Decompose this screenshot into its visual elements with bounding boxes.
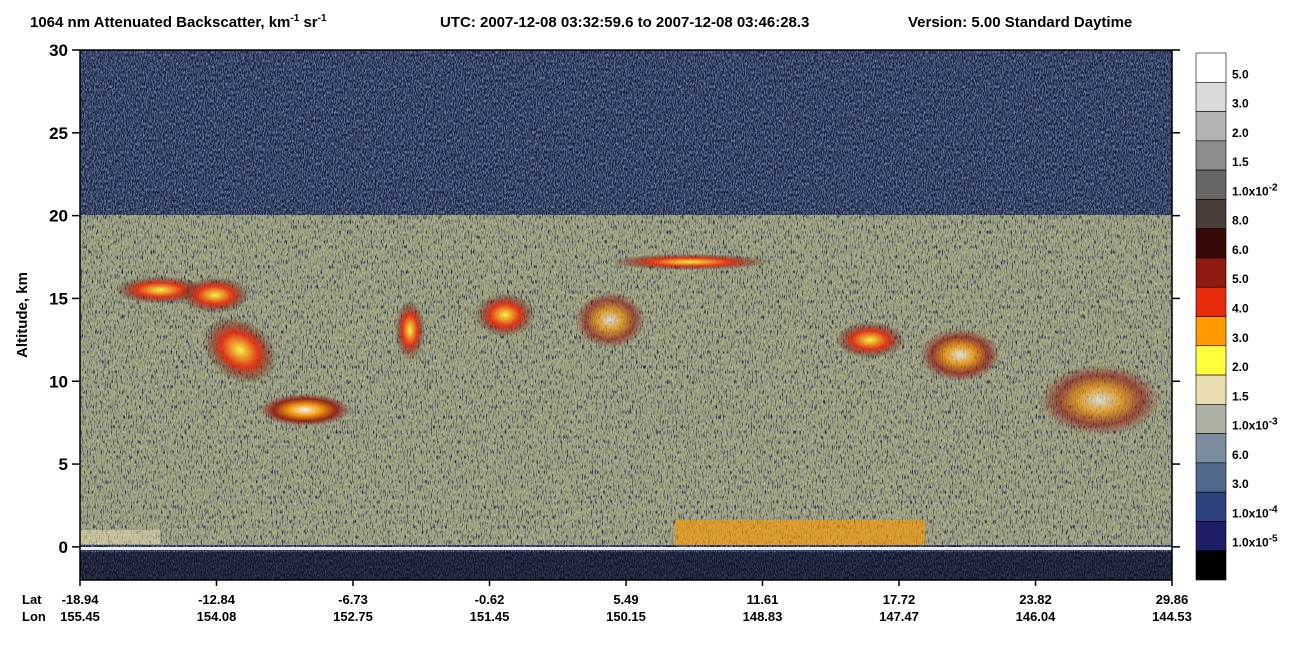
colorbar-label: 5.0: [1232, 67, 1249, 81]
x-tick-label: 150.15: [606, 609, 646, 624]
colorbar-label: 5.0: [1232, 272, 1249, 286]
x-tick-label: -12.84: [198, 592, 236, 607]
version-label: Version: 5.00 Standard Daytime: [908, 14, 1132, 31]
x-tick-label: -0.62: [475, 592, 505, 607]
x-tick-label: -18.94: [62, 592, 100, 607]
colorbar-label-exp: -5: [1269, 534, 1278, 545]
colorbar-swatch: [1195, 374, 1227, 405]
colorbar-swatch: [1195, 433, 1227, 464]
colorbar-swatch: [1195, 491, 1227, 522]
x-row-name: Lat: [22, 592, 42, 607]
colorbar-label: 1.0x10-2: [1232, 182, 1278, 198]
y-tick-label: 20: [49, 207, 68, 226]
colorbar-label-text: 5.0: [1232, 272, 1249, 286]
colorbar-label: 1.0x10-4: [1232, 504, 1278, 520]
colorbar-label-text: 3.0: [1232, 97, 1249, 111]
y-tick-label: 10: [49, 372, 68, 391]
x-tick-label: 154.08: [197, 609, 237, 624]
colorbar-label-text: 1.5: [1232, 155, 1249, 169]
colorbar-label-text: 3.0: [1232, 477, 1249, 491]
colorbar-label-text: 6.0: [1232, 243, 1249, 257]
x-tick-label: 5.49: [613, 592, 638, 607]
colorbar-swatch: [1195, 316, 1227, 347]
colorbar-swatch: [1195, 199, 1227, 229]
colorbar-label-exp: -4: [1269, 504, 1278, 515]
x-tick-label: 151.45: [470, 609, 510, 624]
colorbar-label: 2.0: [1232, 360, 1249, 374]
colorbar-label-text: 1.5: [1232, 389, 1249, 403]
colorbar-swatch: [1195, 404, 1227, 434]
y-tick-label: 25: [49, 124, 68, 143]
colorbar-label-text: 1.0x10: [1232, 184, 1269, 198]
colorbar-swatch: [1195, 81, 1227, 112]
y-axis-label: Altitude, km: [14, 272, 31, 358]
colorbar-label: 6.0: [1232, 243, 1249, 257]
plot-area: [80, 50, 1172, 580]
y-tick-label: 0: [59, 538, 68, 557]
colorbar-label: 3.0: [1232, 477, 1249, 491]
colorbar-label-text: 1.0x10: [1232, 506, 1269, 520]
colorbar-label: 1.0x10-5: [1232, 534, 1278, 550]
x-tick-label: 146.04: [1016, 609, 1057, 624]
cloud-features: [80, 254, 1172, 580]
colorbar-label: 1.5: [1232, 155, 1249, 169]
chart-subtitle: UTC: 2007-12-08 03:32:59.6 to 2007-12-08…: [440, 14, 809, 31]
colorbar-label: 2.0: [1232, 126, 1249, 140]
y-tick-label: 5: [59, 455, 68, 474]
colorbar-label-text: 4.0: [1232, 302, 1249, 316]
colorbar-swatch: [1195, 462, 1227, 493]
y-tick-label: 30: [49, 41, 68, 60]
colorbar-swatch: [1195, 140, 1227, 171]
colorbar-swatch: [1195, 286, 1227, 317]
colorbar-label-text: 1.0x10: [1232, 419, 1269, 433]
x-tick-label: 11.61: [747, 592, 779, 607]
x-row-name: Lon: [22, 609, 46, 624]
colorbar-swatch: [1195, 169, 1227, 200]
colorbar-label-text: 2.0: [1232, 360, 1249, 374]
colorbar-label: 1.0x10-3: [1232, 417, 1278, 433]
x-tick-label: 23.82: [1019, 592, 1052, 607]
x-tick-label: 17.72: [883, 592, 916, 607]
colorbar-label: 4.0: [1232, 302, 1249, 316]
colorbar-swatch: [1195, 228, 1227, 259]
x-tick-label: 148.83: [743, 609, 783, 624]
x-tick-label: 155.45: [60, 609, 100, 624]
colorbar-label: 3.0: [1232, 331, 1249, 345]
colorbar-label-text: 6.0: [1232, 448, 1249, 462]
colorbar-swatch: [1195, 257, 1227, 288]
x-tick-label: 144.53: [1152, 609, 1192, 624]
colorbar-label: 8.0: [1232, 214, 1249, 228]
colorbar-swatch: [1195, 521, 1227, 552]
colorbar-label-text: 2.0: [1232, 126, 1249, 140]
colorbar-swatch: [1195, 550, 1227, 581]
y-tick-label: 15: [49, 289, 68, 308]
colorbar-swatch: [1195, 345, 1227, 376]
colorbar-label: 3.0: [1232, 97, 1249, 111]
x-tick-label: 152.75: [333, 609, 373, 624]
x-tick-label: 147.47: [879, 609, 919, 624]
colorbar-swatch: [1195, 52, 1227, 83]
colorbar-label: 6.0: [1232, 448, 1249, 462]
colorbar-label-exp: -2: [1269, 182, 1278, 193]
x-tick-label: 29.86: [1156, 592, 1189, 607]
colorbar-label-text: 3.0: [1232, 331, 1249, 345]
colorbar-label-exp: -3: [1269, 417, 1278, 428]
colorbar-swatch: [1195, 111, 1227, 142]
colorbar-label-text: 8.0: [1232, 214, 1249, 228]
chart-title: 1064 nm Attenuated Backscatter, km-1 sr-…: [30, 13, 327, 31]
x-tick-label: -6.73: [338, 592, 368, 607]
colorbar-label-text: 5.0: [1232, 67, 1249, 81]
colorbar-label-text: 1.0x10: [1232, 536, 1269, 550]
colorbar-label: 1.5: [1232, 389, 1249, 403]
